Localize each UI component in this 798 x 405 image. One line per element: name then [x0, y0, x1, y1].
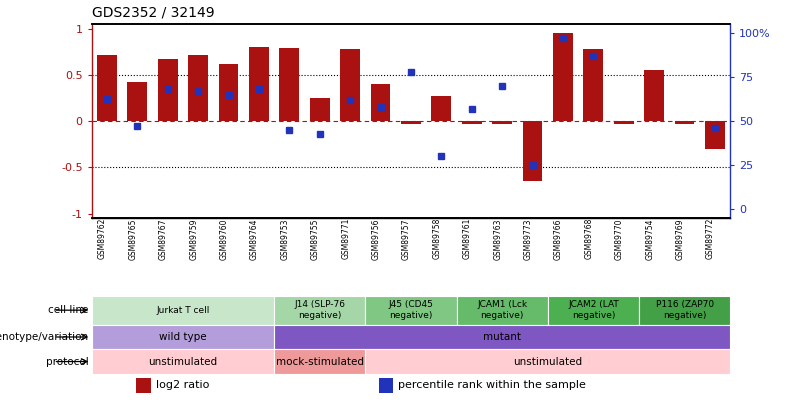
Bar: [92, 349, 275, 374]
Text: GSM89755: GSM89755: [310, 218, 320, 260]
Bar: [705, 121, 725, 149]
Text: GSM89771: GSM89771: [342, 218, 350, 260]
Text: protocol: protocol: [45, 356, 89, 367]
Bar: [275, 325, 730, 349]
Text: GSM89758: GSM89758: [433, 218, 441, 260]
Bar: [365, 296, 456, 325]
Bar: [188, 55, 208, 121]
Bar: [279, 48, 299, 121]
Text: J45 (CD45
negative): J45 (CD45 negative): [389, 301, 433, 320]
Text: J14 (SLP-76
negative): J14 (SLP-76 negative): [294, 301, 346, 320]
Bar: [310, 98, 330, 121]
Text: log2 ratio: log2 ratio: [156, 380, 209, 390]
Bar: [92, 325, 275, 349]
Bar: [492, 121, 512, 124]
Text: GSM89754: GSM89754: [645, 218, 654, 260]
Bar: [523, 121, 543, 181]
Text: unstimulated: unstimulated: [513, 356, 583, 367]
Text: GSM89772: GSM89772: [706, 218, 715, 260]
Text: GSM89762: GSM89762: [98, 218, 107, 260]
Text: GSM89763: GSM89763: [493, 218, 502, 260]
Text: GSM89756: GSM89756: [372, 218, 381, 260]
Bar: [547, 296, 639, 325]
Text: GSM89767: GSM89767: [159, 218, 168, 260]
Text: GSM89753: GSM89753: [280, 218, 290, 260]
Text: cell line: cell line: [48, 305, 89, 315]
Text: GSM89770: GSM89770: [614, 218, 624, 260]
Text: GSM89757: GSM89757: [402, 218, 411, 260]
Text: unstimulated: unstimulated: [148, 356, 218, 367]
Text: wild type: wild type: [159, 332, 207, 342]
Text: Jurkat T cell: Jurkat T cell: [156, 306, 210, 315]
Bar: [97, 55, 117, 121]
Bar: [379, 378, 393, 393]
Bar: [249, 47, 269, 121]
Bar: [644, 70, 664, 121]
Bar: [158, 60, 178, 121]
Bar: [92, 296, 275, 325]
Bar: [275, 349, 365, 374]
Text: percentile rank within the sample: percentile rank within the sample: [398, 380, 586, 390]
Bar: [219, 64, 239, 121]
Text: GSM89761: GSM89761: [463, 218, 472, 260]
Text: GSM89769: GSM89769: [676, 218, 685, 260]
Bar: [456, 296, 547, 325]
Bar: [365, 349, 730, 374]
Bar: [583, 49, 603, 121]
Bar: [401, 121, 421, 124]
Text: GSM89766: GSM89766: [554, 218, 563, 260]
Text: GSM89760: GSM89760: [219, 218, 228, 260]
Bar: [371, 84, 390, 121]
Text: GSM89768: GSM89768: [584, 218, 594, 260]
Text: GSM89765: GSM89765: [128, 218, 137, 260]
Text: JCAM1 (Lck
negative): JCAM1 (Lck negative): [477, 301, 527, 320]
Bar: [553, 33, 573, 121]
Text: GSM89773: GSM89773: [523, 218, 532, 260]
Bar: [462, 121, 482, 124]
Text: genotype/variation: genotype/variation: [0, 332, 89, 342]
Bar: [340, 49, 360, 121]
Text: JCAM2 (LAT
negative): JCAM2 (LAT negative): [568, 301, 618, 320]
Bar: [432, 96, 451, 121]
Text: GSM89764: GSM89764: [250, 218, 259, 260]
Bar: [275, 296, 365, 325]
Text: GSM89759: GSM89759: [189, 218, 198, 260]
Bar: [136, 378, 151, 393]
Text: P116 (ZAP70
negative): P116 (ZAP70 negative): [655, 301, 713, 320]
Text: GDS2352 / 32149: GDS2352 / 32149: [92, 6, 215, 20]
Bar: [128, 81, 148, 121]
Bar: [639, 296, 730, 325]
Text: mock-stimulated: mock-stimulated: [276, 356, 364, 367]
Bar: [614, 121, 634, 124]
Text: mutant: mutant: [483, 332, 521, 342]
Bar: [674, 121, 694, 124]
